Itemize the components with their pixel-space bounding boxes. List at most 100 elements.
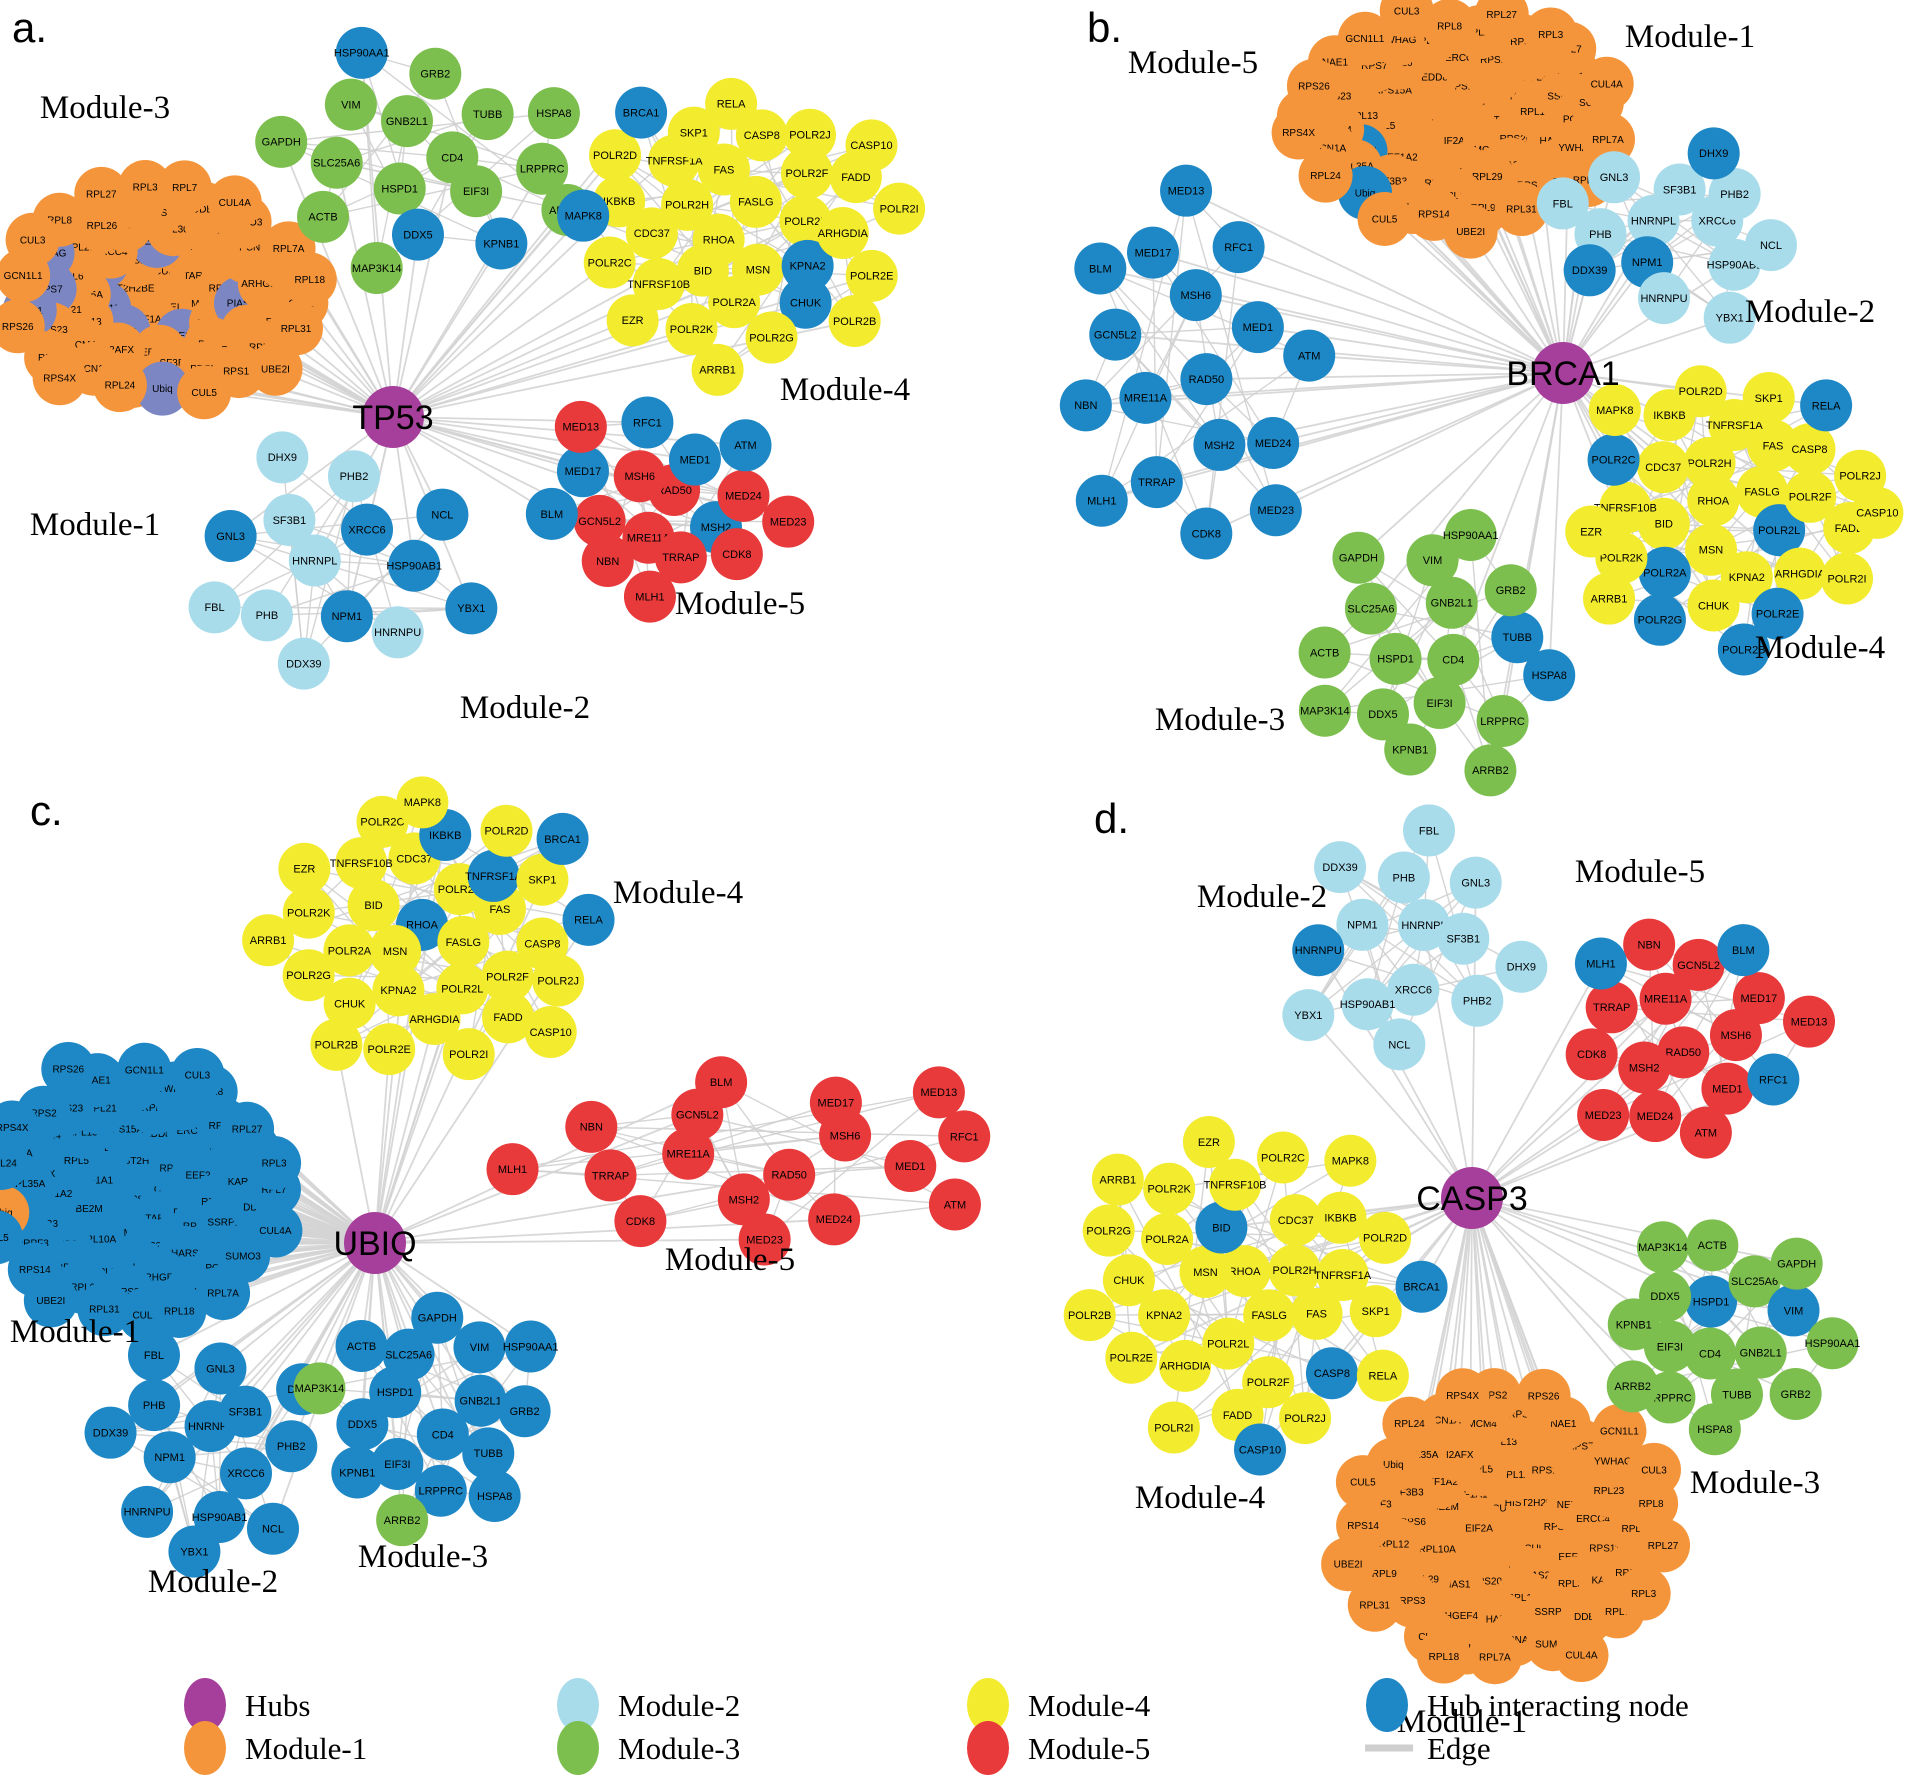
node-NCL[interactable] (1744, 219, 1797, 272)
node-CHUK[interactable] (1687, 579, 1740, 632)
node-RHOA[interactable] (1218, 1245, 1271, 1298)
node-MED24[interactable] (808, 1193, 861, 1246)
node-CUL3[interactable] (170, 1047, 225, 1102)
node-BLM[interactable] (1717, 924, 1770, 977)
node-PHB2[interactable] (265, 1420, 318, 1473)
node-EZR[interactable] (278, 842, 331, 895)
node-RELA[interactable] (1356, 1349, 1409, 1402)
node-POLR2C[interactable] (583, 236, 636, 289)
node-TUBB[interactable] (461, 88, 514, 141)
node-DHX9[interactable] (1687, 127, 1740, 180)
node-XRCC6[interactable] (219, 1447, 272, 1500)
node-MSH2[interactable] (717, 1173, 770, 1226)
node-ATM[interactable] (1283, 329, 1336, 382)
node-CUL3[interactable] (1379, 0, 1434, 38)
node-MSH2[interactable] (1618, 1041, 1671, 1094)
node-TNFRSF10B[interactable] (632, 257, 685, 310)
node-POLR2I[interactable] (1147, 1401, 1200, 1454)
node-PHB2[interactable] (1708, 167, 1761, 220)
node-FBL[interactable] (1402, 804, 1455, 857)
node-FASLG[interactable] (1243, 1289, 1296, 1342)
node-MED1[interactable] (668, 433, 721, 486)
node-NPM1[interactable] (320, 590, 373, 643)
node-VIM[interactable] (1406, 534, 1459, 587)
node-RAD50[interactable] (1180, 353, 1233, 406)
node-PHB[interactable] (240, 589, 293, 642)
node-NBN[interactable] (1623, 918, 1676, 971)
node-RPL31[interactable] (1347, 1577, 1402, 1632)
node-RFC1[interactable] (1747, 1053, 1800, 1106)
node-NCL[interactable] (416, 488, 469, 541)
node-CASP10[interactable] (845, 119, 898, 172)
node-POLR2F[interactable] (481, 950, 534, 1003)
node-POLR2G[interactable] (282, 949, 335, 1002)
node-TUBB[interactable] (462, 1427, 515, 1480)
node-HSPA8[interactable] (527, 87, 580, 140)
node-POLR2K[interactable] (665, 302, 718, 355)
node-GAPDH[interactable] (1770, 1237, 1823, 1290)
node-CHUK[interactable] (1102, 1254, 1155, 1307)
node-SKP1[interactable] (1742, 372, 1795, 425)
node-MLH1[interactable] (1574, 937, 1627, 990)
node-RPS4X[interactable] (1271, 105, 1326, 160)
node-ARHGDIA[interactable] (1773, 547, 1826, 600)
node-RPS26[interactable] (1516, 1368, 1571, 1423)
hub-TP53[interactable] (362, 386, 424, 448)
node-CD4[interactable] (416, 1408, 469, 1461)
node-CASP8[interactable] (1783, 423, 1836, 476)
node-HNRNPU[interactable] (121, 1485, 174, 1538)
node-GNB2L1[interactable] (1425, 576, 1478, 629)
node-CDC37[interactable] (1269, 1194, 1322, 1247)
node-RPL3[interactable] (1523, 7, 1578, 62)
node-MAPK8[interactable] (396, 776, 449, 829)
node-HSPD1[interactable] (373, 162, 426, 215)
node-SKP1[interactable] (1349, 1285, 1402, 1338)
node-UBE2I[interactable] (1443, 204, 1498, 259)
node-MAP3K14[interactable] (293, 1362, 346, 1415)
node-RFC1[interactable] (1212, 221, 1265, 274)
node-POLR2C[interactable] (1587, 433, 1640, 486)
node-RPL7A[interactable] (1467, 1630, 1522, 1685)
node-SLC25A6[interactable] (310, 136, 363, 189)
node-RPL31[interactable] (1494, 182, 1549, 237)
node-HSP90AA1[interactable] (335, 26, 388, 79)
node-VIM[interactable] (324, 78, 377, 131)
node-POLR2C[interactable] (1257, 1131, 1310, 1184)
node-MED13[interactable] (554, 400, 607, 453)
node-MSN[interactable] (369, 925, 422, 978)
node-KPNB1[interactable] (331, 1446, 384, 1499)
node-GNB2L1[interactable] (1734, 1326, 1787, 1379)
node-POLR2I[interactable] (873, 182, 926, 235)
node-POLR2B[interactable] (1717, 623, 1770, 676)
node-MLH1[interactable] (486, 1143, 539, 1196)
node-FAS[interactable] (1290, 1287, 1343, 1340)
node-DDX39[interactable] (1563, 244, 1616, 297)
node-ARRB1[interactable] (1091, 1153, 1144, 1206)
node-GNL3[interactable] (1449, 856, 1502, 909)
node-EZR[interactable] (606, 294, 659, 347)
node-ARRB2[interactable] (1606, 1360, 1659, 1413)
node-VIM[interactable] (1767, 1284, 1820, 1337)
node-POLR2J[interactable] (532, 954, 585, 1007)
node-MSH2[interactable] (1193, 418, 1246, 471)
node-CASP10[interactable] (1851, 486, 1904, 539)
node-BID[interactable] (347, 879, 400, 932)
node-POLR2K[interactable] (1143, 1162, 1196, 1215)
node-POLR2I[interactable] (1821, 552, 1874, 605)
node-NPM1[interactable] (143, 1431, 196, 1484)
node-FBL[interactable] (188, 581, 241, 634)
node-TRRAP[interactable] (654, 531, 707, 584)
node-TRRAP[interactable] (584, 1149, 637, 1202)
node-GCN5L2[interactable] (1672, 938, 1725, 991)
node-CDK8[interactable] (1180, 507, 1233, 560)
node-YBX1[interactable] (445, 582, 498, 635)
node-LRPPRC[interactable] (516, 142, 569, 195)
node-HSPD1[interactable] (1685, 1275, 1738, 1328)
node-RELA[interactable] (1800, 379, 1853, 432)
node-POLR2G[interactable] (1082, 1204, 1135, 1257)
node-GRB2[interactable] (409, 47, 462, 100)
node-POLR2E[interactable] (363, 1023, 416, 1076)
node-MSN[interactable] (1685, 523, 1738, 576)
node-KPNB1[interactable] (1607, 1298, 1660, 1351)
node-POLR2F[interactable] (1242, 1356, 1295, 1409)
